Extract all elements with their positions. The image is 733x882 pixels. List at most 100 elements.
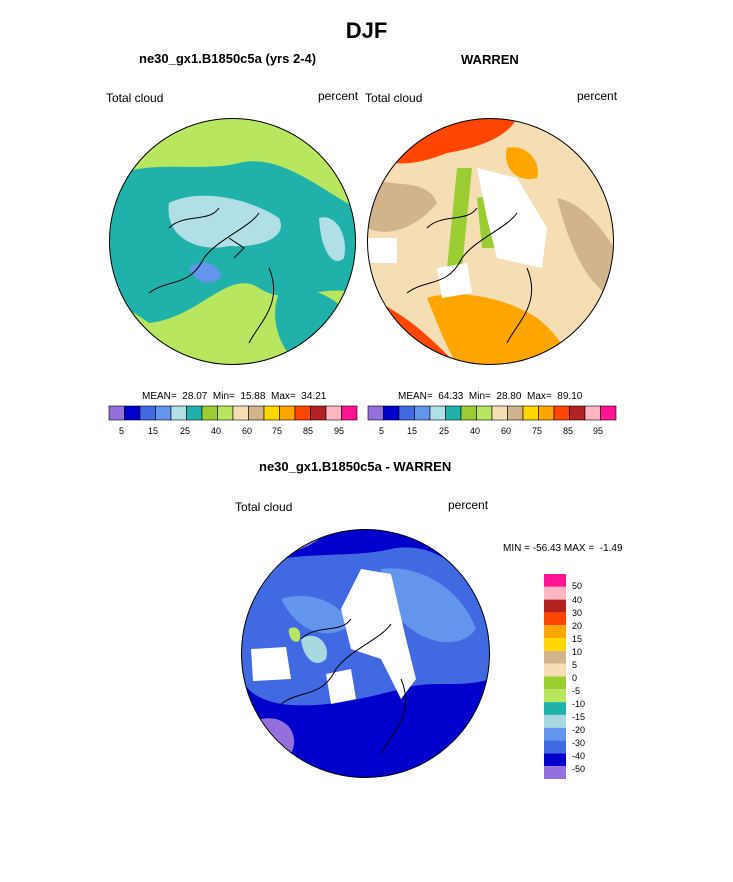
panel1-units-label: percent <box>318 89 359 103</box>
panel3-region-4 <box>288 627 301 642</box>
colorbar-swatch <box>217 405 234 421</box>
panel2-coastline <box>406 207 533 344</box>
colorbar-swatch <box>544 676 566 690</box>
panel1-region-0 <box>189 262 221 283</box>
colorbar-swatch <box>544 727 566 741</box>
colorbar-swatch <box>414 405 431 421</box>
colorbar-swatch <box>491 405 508 421</box>
panel1-max-value: 34.21 <box>301 391 327 402</box>
panel1-map-border <box>109 118 356 365</box>
colorbar-swatch <box>460 405 477 421</box>
panel1-tick: 85 <box>303 426 314 436</box>
colorbar-swatch <box>522 405 539 421</box>
colorbar-swatch <box>544 663 566 677</box>
colorbar-swatch <box>538 405 555 421</box>
panel2-colorbar <box>367 405 617 421</box>
colorbar-swatch <box>263 405 280 421</box>
panel2-max-label: Max= <box>527 391 552 402</box>
colorbar-swatch <box>544 714 566 728</box>
colorbar-swatch <box>325 405 342 421</box>
panel2-map-border <box>367 118 614 365</box>
panel1-region-4 <box>319 217 345 262</box>
panel3-max-value: -1.49 <box>599 543 623 554</box>
colorbar-swatch <box>398 405 415 421</box>
colorbar-swatch <box>124 405 141 421</box>
panel2-mean-value: 64.33 <box>438 391 464 402</box>
panel1-coastline <box>148 207 275 344</box>
panel2-region-0 <box>367 178 614 298</box>
panel1-tick: 75 <box>272 426 283 436</box>
colorbar-swatch <box>544 612 566 626</box>
panel3-tick: 30 <box>572 608 583 618</box>
colorbar-swatch <box>310 405 327 421</box>
colorbar-swatch <box>544 599 566 613</box>
panel1-tick: 15 <box>148 426 159 436</box>
colorbar-swatch <box>170 405 187 421</box>
panel1-map <box>109 118 356 365</box>
panel3-tick: 5 <box>572 660 578 670</box>
colorbar-swatch <box>544 753 566 767</box>
panel3-title: ne30_gx1.B1850c5a - WARREN <box>259 459 452 474</box>
panel3-tick: 0 <box>572 673 578 683</box>
panel3-region-2 <box>281 568 476 643</box>
panel2-title: WARREN <box>461 52 519 67</box>
panel3-max-label: MAX = <box>563 543 595 554</box>
colorbar-swatch <box>544 689 566 703</box>
colorbar-swatch <box>279 405 296 421</box>
panel3-tick: -15 <box>572 712 586 722</box>
colorbar-swatch <box>544 574 566 587</box>
colorbar-swatch <box>569 405 586 421</box>
panel2-map <box>367 118 614 365</box>
panel2-tick: 60 <box>501 426 512 436</box>
colorbar-swatch <box>232 405 249 421</box>
panel1-tick: 60 <box>242 426 253 436</box>
panel2-tick: 95 <box>593 426 604 436</box>
colorbar-swatch <box>544 638 566 651</box>
colorbar-swatch <box>544 740 566 754</box>
panel1-min-value: 15.88 <box>240 391 266 402</box>
panel2-tick: 75 <box>532 426 543 436</box>
colorbar-swatch <box>186 405 203 421</box>
panel3-stats: MIN = -56.43 MAX = -1.49 <box>503 543 623 554</box>
panel1-tick: 25 <box>180 426 191 436</box>
panel3-tick: 50 <box>572 581 583 591</box>
panel2-min-label: Min= <box>468 391 491 402</box>
colorbar-swatch <box>341 405 358 421</box>
colorbar-swatch <box>429 405 446 421</box>
panel3-map <box>241 529 490 778</box>
panel1-colorbar <box>108 405 358 421</box>
panel3-tick: 20 <box>572 621 583 631</box>
panel3-tick: -50 <box>572 764 586 774</box>
panel2-stats: MEAN= 64.33 Min= 28.80 Max= 89.10 <box>398 391 582 402</box>
panel2-tick: 15 <box>407 426 418 436</box>
panel3-min-label: MIN = <box>503 543 530 554</box>
panel2-tick: 5 <box>379 426 385 436</box>
panel3-tick: 10 <box>572 647 583 657</box>
colorbar-swatch <box>544 650 566 664</box>
panel2-region-2 <box>427 147 577 365</box>
panel2-min-value: 28.80 <box>496 391 522 402</box>
panel3-missing <box>251 569 416 704</box>
panel3-min-value: -56.43 <box>532 543 562 554</box>
colorbar-swatch <box>544 625 566 639</box>
panel3-tick: 15 <box>572 634 583 644</box>
colorbar-swatch <box>248 405 265 421</box>
colorbar-swatch <box>584 405 601 421</box>
panel3-units-label: percent <box>448 498 489 512</box>
colorbar-swatch <box>383 405 400 421</box>
panel3-region-3 <box>301 635 327 663</box>
panel1-tick: 95 <box>334 426 345 436</box>
colorbar-swatch <box>294 405 311 421</box>
figure-title: DJF <box>345 18 388 43</box>
colorbar-swatch <box>108 405 125 421</box>
panel1-region-2 <box>275 288 356 365</box>
panel2-missing <box>367 168 547 298</box>
panel1-tick: 40 <box>211 426 222 436</box>
colorbar-swatch <box>476 405 493 421</box>
panel1-min-label: Min= <box>212 391 235 402</box>
panel1-mean-value: 28.07 <box>182 391 208 402</box>
panel2-mean-label: MEAN= <box>398 391 433 402</box>
panel2-max-value: 89.10 <box>557 391 583 402</box>
colorbar-swatch <box>445 405 462 421</box>
colorbar-swatch <box>507 405 524 421</box>
